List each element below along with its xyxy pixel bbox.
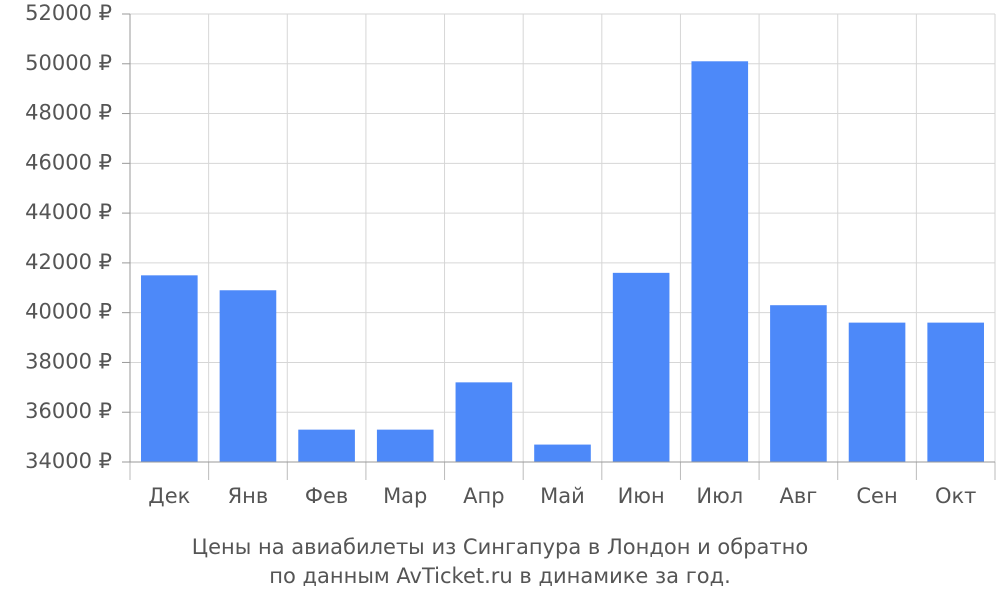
bar [927,322,984,462]
bar [534,444,591,462]
x-tick-label: Окт [935,484,976,508]
y-tick-label: 44000 ₽ [25,200,112,224]
x-tick-label: Авг [780,484,818,508]
y-tick-label: 38000 ₽ [25,349,112,373]
x-tick-label: Янв [228,484,269,508]
x-tick-label: Мар [383,484,427,508]
bar [298,429,355,462]
y-tick-label: 52000 ₽ [25,1,112,25]
x-tick-label: Фев [305,484,348,508]
x-tick-label: Июл [696,484,743,508]
x-tick-label: Дек [148,484,190,508]
y-tick-label: 48000 ₽ [25,101,112,125]
bar [612,272,670,462]
y-tick-label: 36000 ₽ [25,399,112,423]
y-tick-label: 42000 ₽ [25,250,112,274]
x-tick-label: Май [540,484,585,508]
y-tick-label: 50000 ₽ [25,51,112,75]
x-tick-label: Сен [856,484,897,508]
bar [770,305,827,462]
x-tick-label: Июн [618,484,665,508]
x-tick-label: Апр [463,484,504,508]
bar [219,290,277,462]
bar [691,61,749,463]
bar [848,322,906,462]
bar [376,429,434,462]
bar [455,382,513,462]
chart-title: Цены на авиабилеты из Сингапура в Лондон… [192,535,808,559]
chart-subtitle: по данным AvTicket.ru в динамике за год. [269,564,731,588]
y-tick-label: 46000 ₽ [25,150,112,174]
y-tick-label: 40000 ₽ [25,300,112,324]
y-tick-label: 34000 ₽ [25,449,112,473]
bar [141,275,198,462]
